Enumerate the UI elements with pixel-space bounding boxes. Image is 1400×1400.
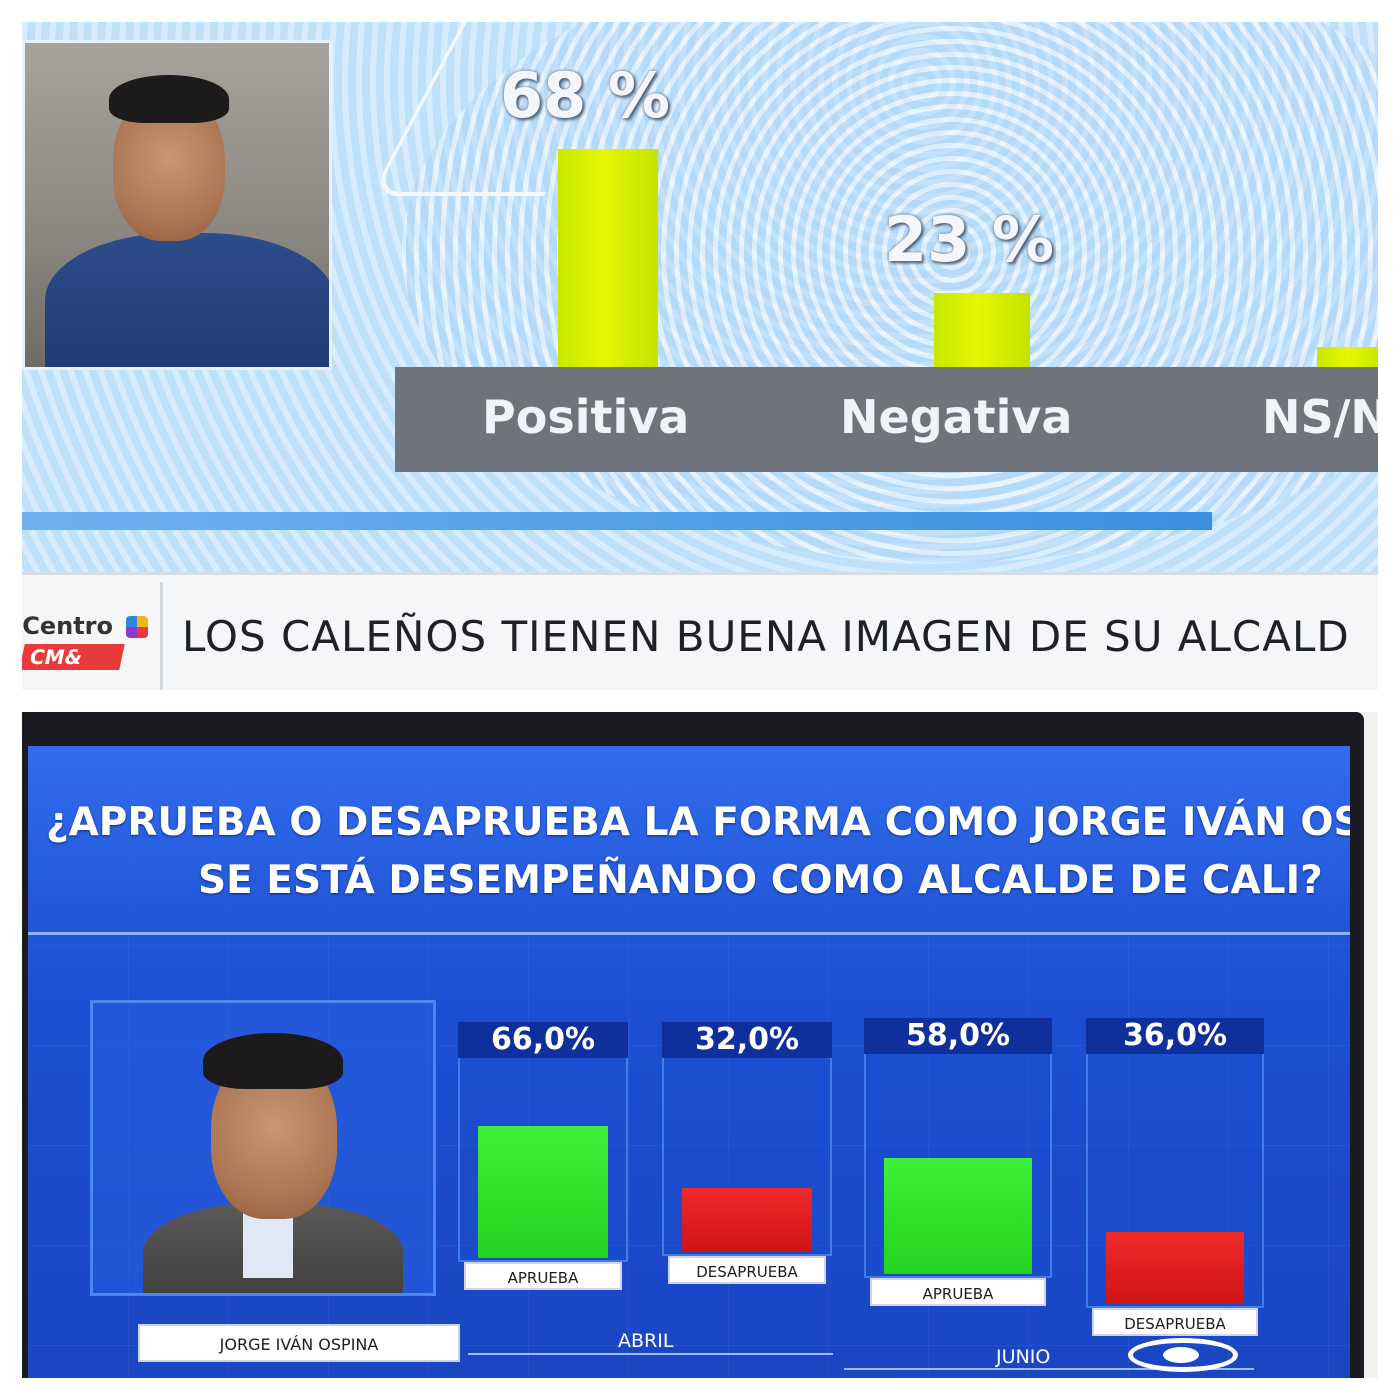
group-label-junio: JUNIO — [996, 1346, 1051, 1368]
value-label-1: 23 % — [884, 203, 1054, 277]
tv-screen: ¿APRUEBA O DESAPRUEBA LA FORMA COMO JORG… — [28, 746, 1350, 1378]
ticker-headline: LOS CALEÑOS TIENEN BUENA IMAGEN DE SU AL… — [182, 612, 1350, 661]
bar-abril-aprueba — [478, 1126, 608, 1258]
question-box: ¿APRUEBA O DESAPRUEBA LA FORMA COMO JORG… — [28, 746, 1350, 935]
channel-eye-logo — [1128, 1338, 1238, 1372]
value-label-3: 36,0% — [1086, 1018, 1264, 1054]
bar-abril-desaprueba — [682, 1188, 812, 1252]
hair — [203, 1033, 343, 1089]
mayor-photo-bottom — [90, 1000, 436, 1296]
category-label-1: DESAPRUEBA — [668, 1256, 826, 1284]
shirt — [45, 233, 329, 367]
mayor-photo-top — [22, 40, 332, 370]
category-label-1: Negativa — [840, 390, 1073, 444]
value-label-2: 58,0% — [864, 1018, 1052, 1054]
channel-logo: iCentro CM& — [22, 582, 163, 690]
bar-junio-aprueba — [884, 1158, 1032, 1274]
logo-text-cm: CM& — [22, 644, 125, 670]
shirt-collar — [243, 1208, 293, 1278]
bottom-tv-panel: ¿APRUEBA O DESAPRUEBA LA FORMA COMO JORG… — [22, 712, 1378, 1378]
category-label-bar — [395, 367, 1378, 472]
bar-negativa — [934, 293, 1030, 367]
value-label-1: 32,0% — [662, 1022, 832, 1058]
blue-stripe — [22, 512, 1212, 530]
category-label-2: NS/N — [1262, 390, 1378, 444]
value-label-0: 66,0% — [458, 1022, 628, 1058]
bar-junio-desaprueba — [1106, 1232, 1244, 1304]
category-label-0: APRUEBA — [464, 1262, 622, 1290]
logo-text-centro: iCentro — [22, 612, 113, 640]
category-label-0: Positiva — [482, 390, 690, 444]
logo-mark-icon — [126, 616, 148, 638]
month-divider-junio — [844, 1368, 1254, 1370]
value-label-0: 68 % — [500, 59, 670, 133]
hair — [109, 75, 229, 123]
month-divider-abril — [468, 1353, 833, 1355]
top-news-panel: 68 % 23 % Positiva Negativa NS/N iCentro CM… — [22, 22, 1378, 690]
news-ticker — [22, 572, 1378, 690]
category-label-2: APRUEBA — [870, 1278, 1046, 1306]
person-name-label: JORGE IVÁN OSPINA — [138, 1324, 460, 1362]
group-label-abril: ABRIL — [618, 1330, 674, 1352]
bar-ns-n — [1317, 347, 1378, 367]
bar-positiva — [558, 149, 658, 367]
category-label-3: DESAPRUEBA — [1092, 1308, 1258, 1336]
question-line-2: SE ESTÁ DESEMPEÑANDO COMO ALCALDE DE CAL… — [198, 858, 1323, 903]
question-line-1: ¿APRUEBA O DESAPRUEBA LA FORMA COMO JORG… — [46, 800, 1350, 845]
